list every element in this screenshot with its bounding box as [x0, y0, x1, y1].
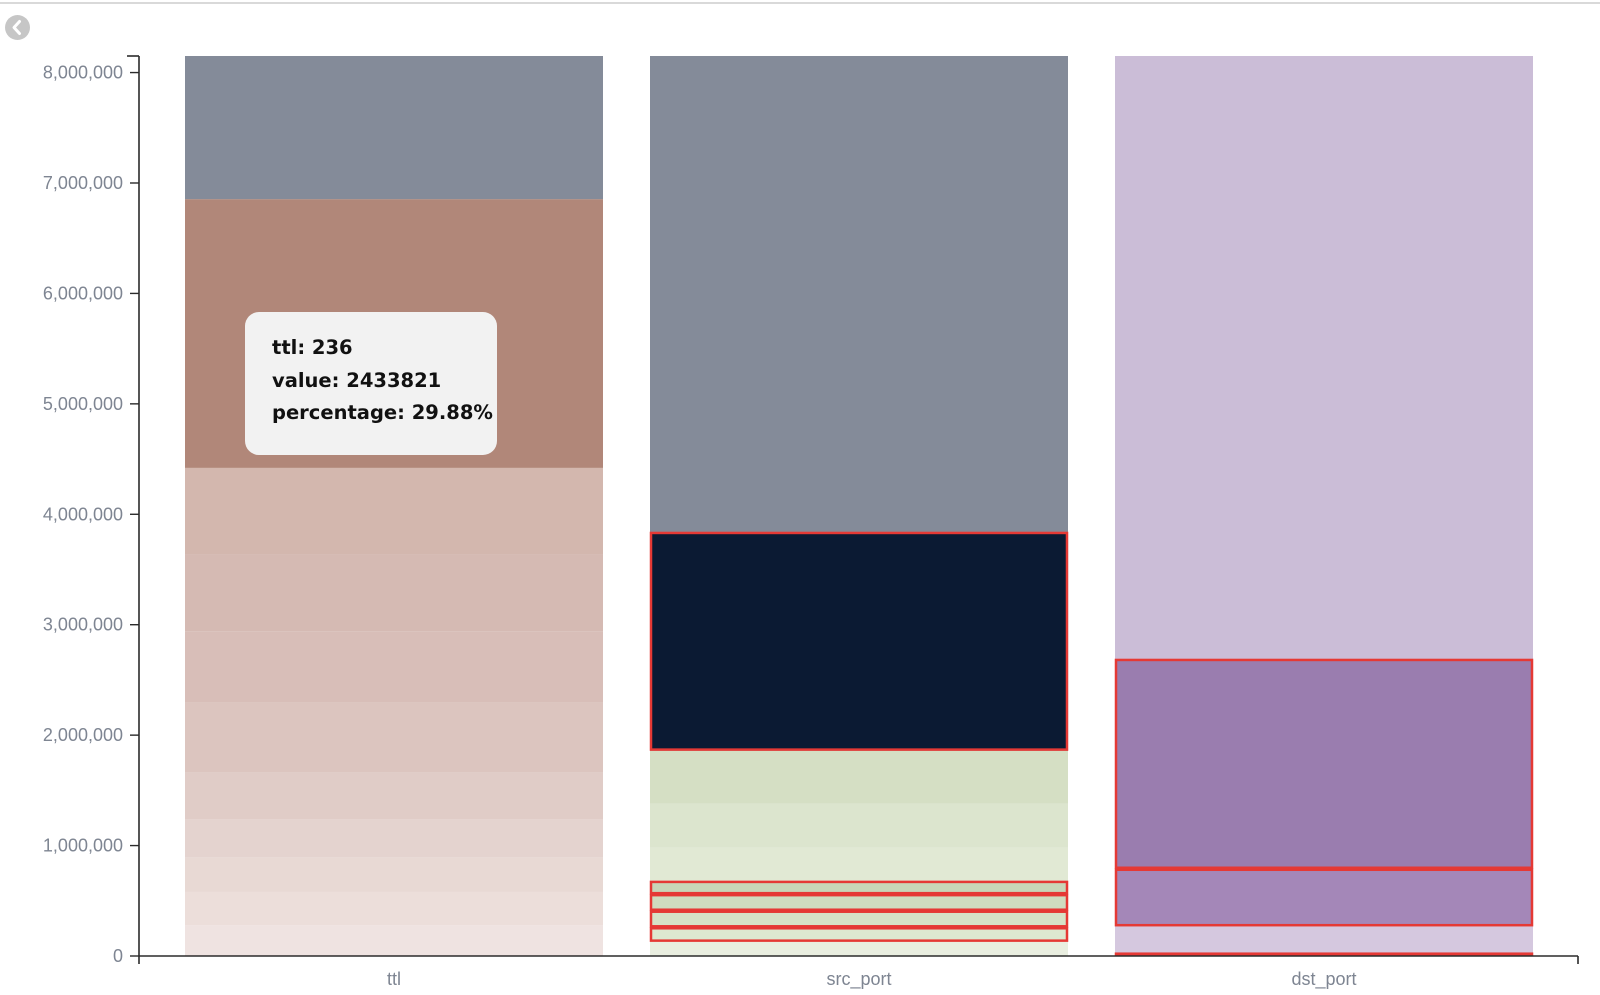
- bar-segment[interactable]: [650, 56, 1068, 532]
- y-tick-label: 2,000,000: [43, 725, 123, 745]
- bar-segment-highlight: [649, 880, 1069, 895]
- bar-segment[interactable]: [1115, 926, 1533, 953]
- y-tick-label: 6,000,000: [43, 283, 123, 303]
- bar-stack-dst_port: [1115, 56, 1533, 956]
- axes-layer: ttl src_port dst_port 0 1,000,000 2,000,000 3,…: [43, 55, 1579, 990]
- bar-segment[interactable]: [185, 891, 603, 926]
- y-tick-label: 8,000,000: [43, 63, 123, 83]
- bar-stack-ttl: [185, 56, 603, 956]
- back-button[interactable]: [5, 15, 30, 40]
- x-tick-label: ttl: [387, 969, 401, 989]
- bar-segment-highlight: [1114, 658, 1534, 870]
- bar-segment[interactable]: [650, 750, 1068, 804]
- highlight-layer: [649, 531, 1534, 957]
- bar-segment-highlight: [649, 927, 1069, 942]
- bar-segment[interactable]: [185, 819, 603, 858]
- bar-segment[interactable]: [1115, 658, 1533, 869]
- bar-segment[interactable]: [185, 56, 603, 200]
- bar-segment[interactable]: [185, 857, 603, 892]
- y-tick-label: 0: [113, 946, 123, 966]
- tooltip-line: value: 2433821: [272, 368, 442, 392]
- bar-tooltip: ttl: 236 value: 2433821 percentage: 29.8…: [245, 312, 497, 455]
- bar-segment[interactable]: [650, 941, 1068, 956]
- bar-segment-highlight: [649, 531, 1069, 751]
- y-tick-label: 7,000,000: [43, 173, 123, 193]
- y-tick-label: 4,000,000: [43, 504, 123, 524]
- bar-segment[interactable]: [185, 925, 603, 956]
- y-tick-label: 5,000,000: [43, 394, 123, 414]
- tooltip-line: percentage: 29.88%: [272, 401, 493, 424]
- bar-segment-highlight: [1114, 868, 1534, 927]
- bar-segment[interactable]: [185, 702, 603, 773]
- chevron-left-icon: [12, 20, 21, 35]
- bar-segment[interactable]: [650, 880, 1068, 895]
- bar-segment[interactable]: [185, 554, 603, 632]
- y-tick-label: 3,000,000: [43, 615, 123, 635]
- top-divider: [0, 0, 1600, 4]
- bar-segment-highlight: [1114, 952, 1534, 957]
- bar-segment[interactable]: [650, 927, 1068, 942]
- x-tick-label: dst_port: [1291, 969, 1356, 990]
- bar-segment[interactable]: [650, 531, 1068, 751]
- bar-segment-highlight: [649, 910, 1069, 928]
- bar-segment[interactable]: [1115, 868, 1533, 927]
- bars-layer: [185, 56, 1533, 956]
- bar-segment[interactable]: [185, 467, 603, 555]
- bar-segment[interactable]: [1115, 56, 1533, 659]
- bar-stack-src_port: [650, 56, 1068, 956]
- tooltip-line: ttl: 236: [272, 336, 353, 359]
- bar-segment[interactable]: [650, 910, 1068, 928]
- bar-segment[interactable]: [650, 847, 1068, 881]
- bar-segment[interactable]: [650, 894, 1068, 911]
- bar-segment[interactable]: [185, 772, 603, 820]
- bar-segment[interactable]: [650, 803, 1068, 848]
- y-tick-label: 1,000,000: [43, 836, 123, 856]
- bar-segment[interactable]: [185, 631, 603, 703]
- x-tick-label: src_port: [826, 969, 891, 990]
- bar-segment-highlight: [649, 893, 1069, 911]
